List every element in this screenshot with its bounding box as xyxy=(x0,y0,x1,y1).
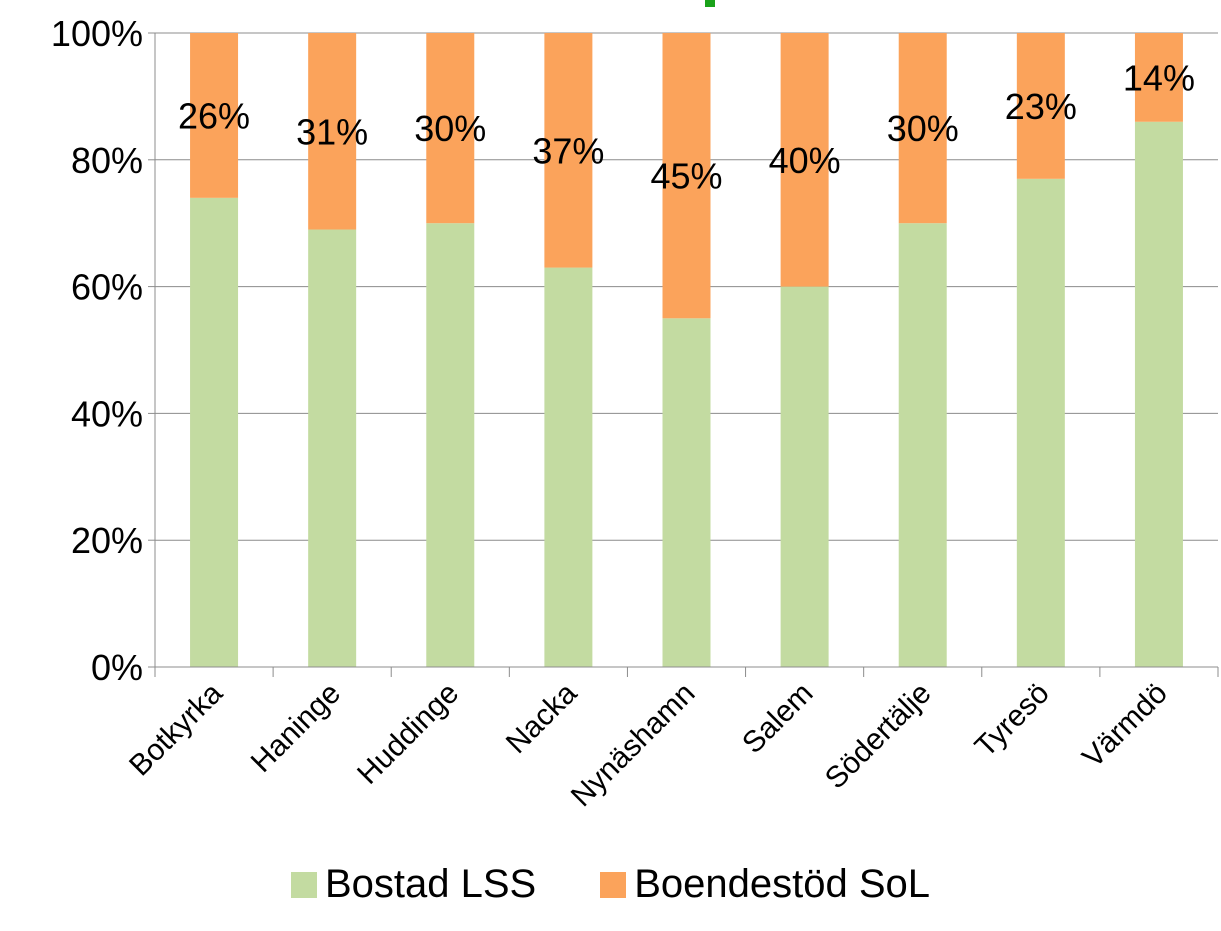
bar-boendestod-sol xyxy=(1016,33,1065,179)
bar-bostad-lss xyxy=(1134,121,1183,667)
data-label: 14% xyxy=(1123,57,1195,98)
bar-boendestod-sol xyxy=(544,33,593,268)
bar-boendestod-sol xyxy=(1134,33,1183,122)
data-label: 23% xyxy=(1005,86,1077,127)
bar-bostad-lss xyxy=(308,229,357,668)
y-tick-label: 20% xyxy=(71,520,143,561)
x-tick-label: Nynäshamn xyxy=(565,677,702,814)
bars xyxy=(190,33,1183,668)
x-tick-label: Värmdö xyxy=(1076,677,1174,775)
legend-swatch-boendestod-sol xyxy=(600,871,627,898)
x-tick-label: Botkyrka xyxy=(123,676,229,782)
bar-boendestod-sol xyxy=(662,33,711,319)
data-label: 37% xyxy=(532,130,604,171)
top-edge-mark xyxy=(705,0,715,7)
data-label: 45% xyxy=(650,156,722,197)
y-tick-label: 0% xyxy=(91,647,143,688)
bar-boendestod-sol xyxy=(190,33,239,198)
y-tick-label: 80% xyxy=(71,140,143,181)
data-label: 40% xyxy=(769,140,841,181)
legend-swatch-bostad-lss xyxy=(290,871,317,898)
x-tick-label: Tyresö xyxy=(969,677,1056,764)
legend: Bostad LSS Boendestöd SoL xyxy=(0,862,1221,907)
y-tick-label: 40% xyxy=(71,393,143,434)
bar-bostad-lss xyxy=(898,223,947,667)
data-label: 30% xyxy=(414,108,486,149)
x-tick-label: Södertälje xyxy=(819,677,938,796)
x-tick-label: Salem xyxy=(736,677,819,760)
bar-boendestod-sol xyxy=(780,33,829,287)
legend-label-bostad-lss: Bostad LSS xyxy=(324,862,537,906)
bar-bostad-lss xyxy=(662,318,711,667)
bar-boendestod-sol xyxy=(308,33,357,230)
bar-bostad-lss xyxy=(190,197,239,667)
data-label: 30% xyxy=(887,108,959,149)
x-tick-label: Huddinge xyxy=(351,677,465,791)
data-label: 31% xyxy=(296,111,368,152)
stacked-bar-chart: 0% 20% 40% 60% 80% 100% Botkyrka Haninge Hudding… xyxy=(51,13,1219,814)
x-tick-label: Haninge xyxy=(245,677,347,779)
data-labels: 26% 31% 30% 37% 45% 40% 30% 23% 14% xyxy=(178,57,1195,196)
bar-bostad-lss xyxy=(426,223,475,667)
y-tick-label: 100% xyxy=(51,13,143,54)
bar-bostad-lss xyxy=(544,267,593,667)
bar-boendestod-sol xyxy=(426,33,475,224)
legend-item-boendestod-sol: Boendestöd SoL xyxy=(600,862,930,907)
data-label: 26% xyxy=(178,95,250,136)
y-tick-label: 60% xyxy=(71,267,143,308)
bar-boendestod-sol xyxy=(898,33,947,224)
legend-label-boendestod-sol: Boendestöd SoL xyxy=(634,862,931,906)
legend-item-bostad-lss: Bostad LSS xyxy=(290,862,537,907)
bar-bostad-lss xyxy=(1016,178,1065,667)
x-tick-label: Nacka xyxy=(500,676,584,760)
bar-bostad-lss xyxy=(780,286,829,667)
